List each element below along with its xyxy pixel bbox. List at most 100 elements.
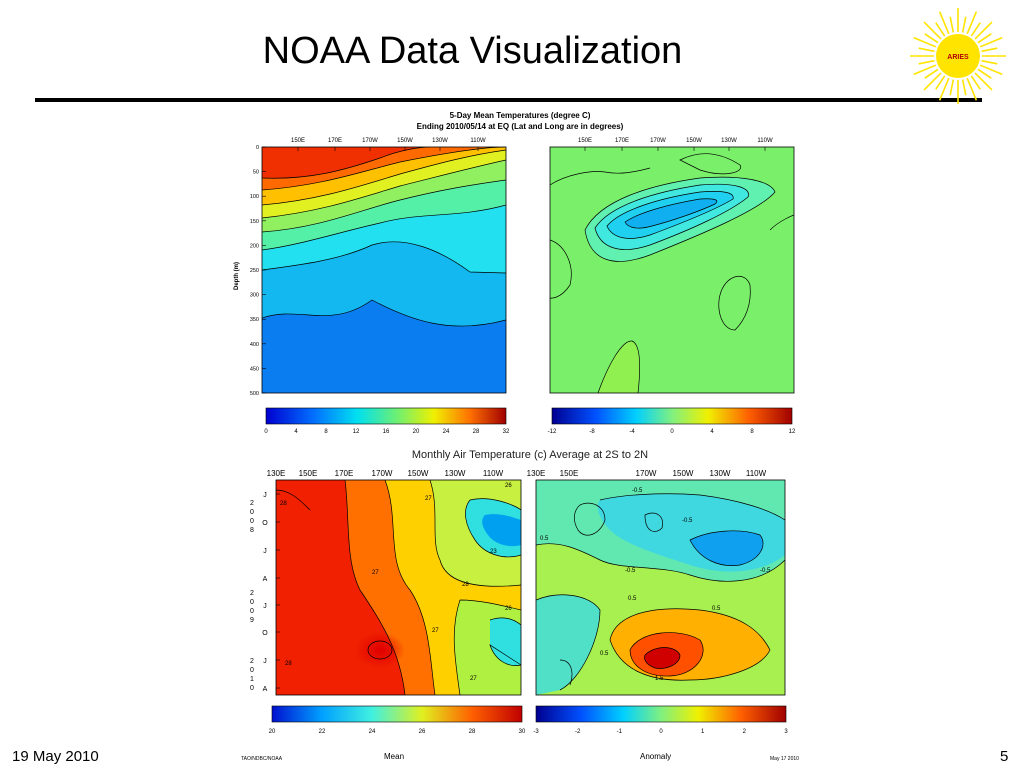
top-subtitle-line: Ending 2010/05/14 at EQ (Lat and Long ar… — [416, 122, 624, 131]
sun-ray — [966, 77, 978, 101]
colorbar-tick-label: 8 — [324, 429, 328, 435]
sun-logo-icon: ARIES — [910, 8, 1006, 104]
ocean-anomaly-panel — [550, 147, 794, 393]
depth-axis-label: Depth (m) — [234, 262, 240, 290]
x-tick-label: 130W — [721, 138, 737, 144]
sun-ray — [961, 16, 967, 33]
y-tick-label: 50 — [253, 170, 259, 176]
x-tick-label: 170E — [335, 469, 354, 478]
x-tick-label: 110W — [483, 469, 504, 478]
colorbar-tick-label: 4 — [710, 429, 714, 435]
colorbar-tick-label: 22 — [319, 729, 326, 735]
year-label-digit: 0 — [250, 509, 254, 516]
air-contour-label: 26 — [505, 483, 512, 489]
top-title-line: 5-Day Mean Temperatures (degree C) — [449, 111, 591, 120]
sun-ray — [949, 16, 955, 33]
y-tick-label: 450 — [250, 366, 259, 372]
logo-text: ARIES — [947, 54, 969, 61]
year-label-digit: 2 — [250, 658, 254, 665]
sun-ray — [970, 75, 981, 90]
sun-ray — [924, 33, 939, 44]
colorbar-tick-label: 4 — [294, 429, 298, 435]
year-label-digit: 0 — [250, 685, 254, 692]
sun-ray — [970, 22, 981, 37]
colorbar-tick-label: 0 — [670, 429, 674, 435]
sun-ray — [977, 33, 992, 44]
x-tick-label: 150E — [560, 469, 579, 478]
temp-colorbar — [265, 407, 507, 425]
air-temp-mean-frame — [275, 479, 522, 696]
colorbar-tick-label: 20 — [413, 429, 420, 435]
colorbar-tick-label: 28 — [469, 729, 476, 735]
air-contour-label: 28 — [462, 582, 469, 588]
sun-ray — [979, 64, 1003, 76]
year-label-digit: 0 — [250, 608, 254, 615]
sun-ray — [979, 36, 1003, 48]
colorbar-tick-label: -1 — [617, 729, 623, 735]
air-contour-label: 28 — [285, 661, 292, 667]
sun-ray — [977, 68, 992, 79]
sun-ray — [913, 36, 937, 48]
ocean-temp-panel — [262, 147, 506, 393]
sun-ray — [918, 59, 935, 65]
colorbar-tick-label: 26 — [419, 729, 426, 735]
colorbar-tick-label: 8 — [750, 429, 754, 435]
x-tick-label: 150E — [291, 138, 305, 144]
title-rule — [35, 98, 982, 102]
anomaly-contour-label: 0.5 — [712, 606, 721, 612]
sun-ray — [949, 79, 955, 96]
slide-title: NOAA Data Visualization — [262, 30, 683, 72]
y-tick-label: 300 — [250, 293, 259, 299]
x-tick-label: 170W — [636, 469, 657, 478]
sun-ray — [981, 59, 998, 65]
y-tick-label: 250 — [250, 268, 259, 274]
air-contour-label: 26 — [505, 606, 512, 612]
y-tick-label: O — [262, 520, 268, 527]
y-tick-label: 0 — [256, 145, 259, 151]
air-contour-label: 28 — [280, 501, 287, 507]
page-number: 5 — [1000, 748, 1009, 765]
anomaly-contour-label: -0.5 — [682, 518, 693, 524]
sun-ray — [938, 11, 950, 35]
air-contour-label: 27 — [425, 496, 432, 502]
colorbar-tick-label: 28 — [473, 429, 480, 435]
colorbar-tick-label: -12 — [548, 429, 557, 435]
colorbar-tick-label: 12 — [353, 429, 360, 435]
air-contour-label: 27 — [372, 570, 379, 576]
colorbar-tick-label: -3 — [533, 729, 539, 735]
colorbar-tick-label: -2 — [575, 729, 581, 735]
colorbar-tick-label: 0 — [264, 429, 268, 435]
sun-ray — [923, 72, 942, 91]
colorbar-tick-label: 24 — [443, 429, 450, 435]
x-tick-label: 130W — [710, 469, 731, 478]
bottom-figure-title: Monthly Air Temperature (c) Average at 2… — [411, 449, 649, 461]
sun-ray — [966, 11, 978, 35]
anomaly-contour-label: 0.5 — [540, 536, 549, 542]
y-tick-label: J — [263, 603, 267, 610]
air-contour-label: 23 — [490, 549, 497, 555]
y-tick-label: 400 — [250, 342, 259, 348]
air-mean-colorbar — [271, 705, 523, 723]
x-tick-label: 150E — [578, 138, 592, 144]
x-tick-label: 150W — [673, 469, 694, 478]
year-label-digit: 2 — [250, 590, 254, 597]
anomaly-contour-label: 1.5 — [655, 676, 664, 682]
anomaly-label: Anomaly — [640, 752, 672, 761]
air-contour-label: 27 — [470, 676, 477, 682]
source-label: TAO/NDBC/NOAA — [241, 756, 283, 762]
year-label-digit: 0 — [250, 599, 254, 606]
year-label-digit: 8 — [250, 527, 254, 534]
colorbar-tick-label: 16 — [383, 429, 390, 435]
sun-ray — [974, 21, 993, 40]
sun-ray — [974, 72, 993, 91]
colorbar-tick-label: 0 — [659, 729, 663, 735]
year-label-digit: 1 — [250, 676, 254, 683]
anomaly-contour-label: -0.5 — [625, 568, 636, 574]
ocean-anomaly-frame — [549, 146, 795, 394]
year-label-digit: 0 — [250, 518, 254, 525]
anomaly-contour-label: 0.5 — [628, 596, 637, 602]
air-anomaly-colorbar — [535, 705, 787, 723]
x-tick-label: 170E — [615, 138, 629, 144]
axes-layer: 150E 170E 170W 150W 130W 110W0501001502002503… — [250, 138, 796, 735]
